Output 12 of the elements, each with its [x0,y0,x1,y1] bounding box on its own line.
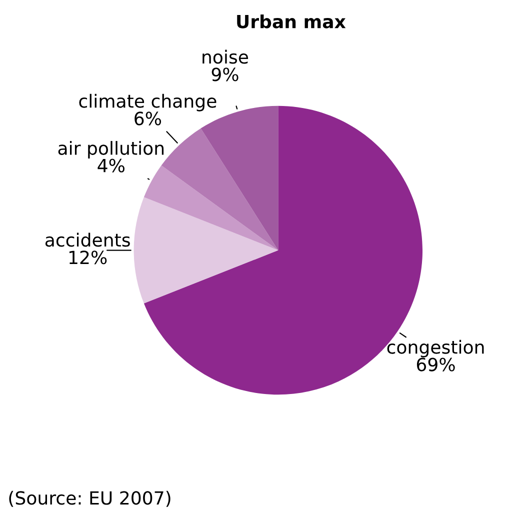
slice-label: climate change [79,94,216,112]
chart-title: Urban max [237,14,346,28]
data-label: 6% [134,112,162,126]
data-label: 69% [416,358,455,372]
data-label: 4% [98,158,124,172]
slice-label: air pollution [58,140,164,158]
text: (Source: EU 2007) [9,490,170,507]
slice-label: noise [202,50,248,64]
slice-label: accidents [45,232,130,247]
slice-label: congestion [387,340,484,358]
data-label: 9% [212,68,238,82]
data-label: 12% [69,250,107,264]
